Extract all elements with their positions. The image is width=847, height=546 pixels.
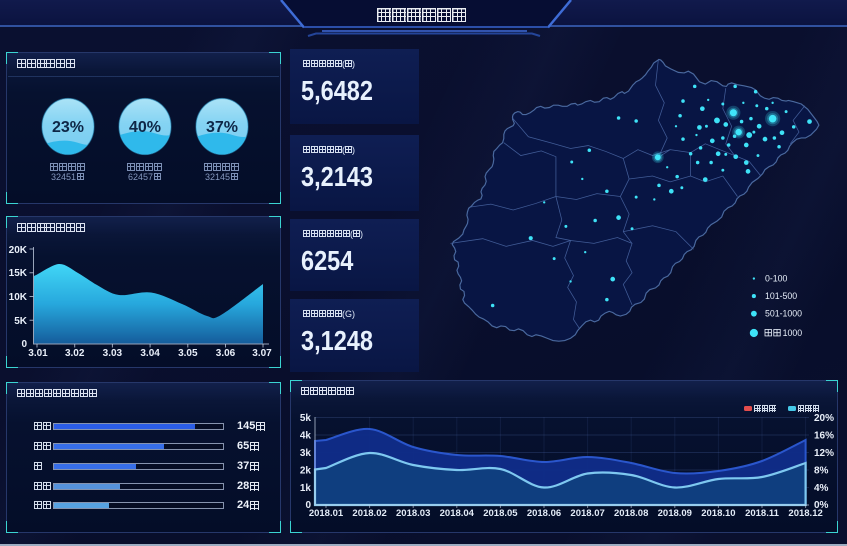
svg-text:40%: 40%	[129, 119, 161, 136]
svg-text:2018.01: 2018.01	[309, 508, 344, 519]
svg-text:2k: 2k	[300, 466, 312, 477]
svg-text:2018.11: 2018.11	[745, 508, 780, 519]
svg-text:12%: 12%	[814, 448, 834, 459]
svg-text:3.01: 3.01	[28, 348, 48, 359]
svg-text:3.06: 3.06	[216, 348, 236, 359]
svg-text:10K: 10K	[9, 292, 28, 303]
svg-text:5k: 5k	[300, 413, 312, 424]
svg-text:20%: 20%	[814, 413, 834, 424]
svg-text:2018.12: 2018.12	[788, 508, 822, 519]
svg-text:1000: 1000	[783, 328, 803, 338]
svg-text:1k: 1k	[300, 483, 312, 494]
svg-text:37%: 37%	[206, 119, 238, 136]
svg-text:20K: 20K	[9, 245, 28, 256]
svg-text:2018.02: 2018.02	[352, 508, 386, 519]
svg-text:16%: 16%	[814, 431, 834, 442]
svg-text:4k: 4k	[300, 431, 312, 442]
svg-text:101-500: 101-500	[765, 291, 797, 301]
svg-text:8%: 8%	[814, 466, 829, 477]
svg-text:4%: 4%	[814, 483, 829, 494]
svg-text:2018.03: 2018.03	[396, 508, 430, 519]
svg-text:2018.06: 2018.06	[527, 508, 561, 519]
svg-text:2018.10: 2018.10	[701, 508, 735, 519]
svg-text:2018.05: 2018.05	[483, 508, 518, 519]
svg-text:3k: 3k	[300, 448, 312, 459]
svg-text:2018.08: 2018.08	[614, 508, 648, 519]
svg-text:3.03: 3.03	[103, 348, 123, 359]
svg-text:2018.07: 2018.07	[570, 508, 604, 519]
svg-text:0: 0	[305, 500, 311, 511]
svg-text:501-1000: 501-1000	[765, 309, 802, 319]
svg-text:2018.04: 2018.04	[440, 508, 475, 519]
svg-text:2018.09: 2018.09	[658, 508, 692, 519]
svg-text:0%: 0%	[814, 500, 829, 511]
svg-text:3.07: 3.07	[252, 348, 272, 359]
svg-text:5K: 5K	[14, 316, 28, 327]
svg-text:0-100: 0-100	[765, 273, 788, 283]
svg-text:3.04: 3.04	[140, 348, 160, 359]
svg-text:23%: 23%	[52, 119, 84, 136]
svg-text:15K: 15K	[9, 268, 28, 279]
svg-text:3.02: 3.02	[65, 348, 85, 359]
svg-text:0: 0	[21, 339, 27, 350]
svg-text:3.05: 3.05	[178, 348, 198, 359]
